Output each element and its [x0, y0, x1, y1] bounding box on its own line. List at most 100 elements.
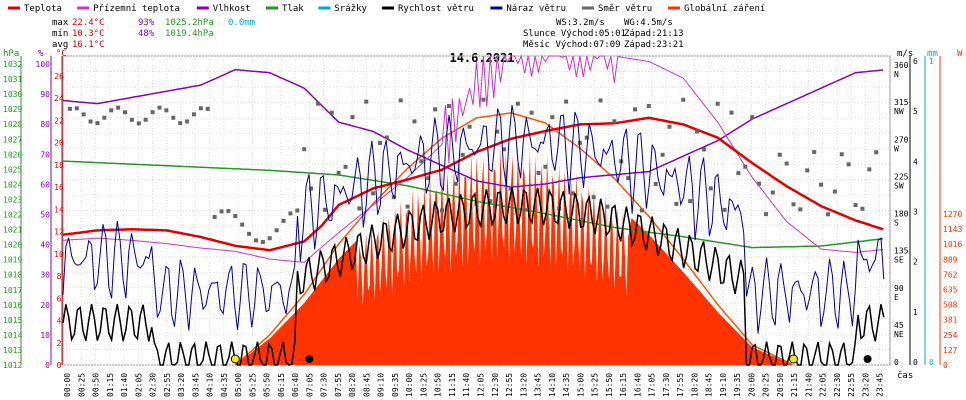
temp-tick: 24	[54, 94, 64, 103]
x-axis-label: čas	[897, 370, 913, 381]
sunrise-marker	[230, 354, 240, 364]
stat-wg: WG:4.5m/s	[624, 18, 673, 28]
wind-dir-point	[336, 170, 341, 175]
wind-dir-point	[288, 211, 293, 216]
x-tick-label: 06:15	[277, 373, 286, 397]
dir-tick-compass: N	[894, 70, 899, 79]
dir-tick: 45	[894, 321, 904, 330]
wind-dir-point	[722, 207, 727, 212]
solar-tick: 254	[943, 331, 958, 340]
wind-dir-point	[701, 147, 706, 152]
legend-item-7: Směr větru	[582, 4, 652, 14]
wind-dir-point	[467, 124, 472, 129]
wind-dir-point	[536, 170, 541, 175]
temp-tick: 6	[57, 294, 62, 303]
wind-dir-point	[440, 208, 445, 213]
stat-ws: WS:3.2m/s	[556, 18, 605, 28]
wind-dir-point	[564, 99, 569, 104]
solar-tick: 127	[943, 346, 958, 355]
stat-sun: Slunce Východ:05:01	[523, 29, 626, 39]
x-tick-label: 14:10	[548, 373, 557, 397]
wind-dir-point	[102, 115, 107, 120]
stat-min-temp: 10.3°C	[72, 29, 105, 39]
wind-dir-point	[688, 199, 693, 204]
solar-axis-label: W	[957, 49, 963, 59]
hpa-tick: 1019	[3, 256, 22, 265]
hpa-tick: 1012	[3, 361, 22, 370]
mm-tick: 1	[929, 57, 934, 66]
legend-item-5: Rychlost větru	[382, 4, 474, 14]
moonrise-marker	[305, 355, 314, 363]
pct-axis-label: %	[38, 49, 44, 59]
wind-dir-point	[364, 99, 369, 104]
wind-dir-point	[329, 110, 334, 115]
wind-dir-point	[653, 181, 658, 186]
wind-dir-point	[191, 112, 196, 117]
hpa-tick: 1031	[3, 75, 22, 84]
wind-dir-point	[260, 240, 265, 245]
x-tick-label: 07:05	[305, 373, 314, 397]
wind-dir-point	[178, 121, 183, 126]
wind-dir-point	[357, 206, 362, 211]
x-tick-label: 02:05	[134, 373, 143, 397]
hpa-tick: 1025	[3, 165, 22, 174]
legend-item-6: Náraz větru	[490, 4, 566, 14]
stat-max-label: max	[52, 18, 69, 28]
wind-dir-point	[860, 206, 865, 211]
x-tick-label: 00:50	[92, 373, 101, 397]
temp-tick: 26	[54, 72, 64, 81]
x-tick-label: 20:00	[747, 373, 756, 397]
hpa-tick: 1016	[3, 301, 22, 310]
x-tick-label: 05:25	[248, 373, 257, 397]
wind-dir-point	[639, 208, 644, 213]
mm-axis-label: mm	[927, 49, 938, 59]
x-tick-label: 22:05	[819, 373, 828, 397]
legend-item-1: Přízemní teplota	[77, 4, 180, 14]
wind-dir-point	[508, 186, 513, 191]
hpa-tick: 1029	[3, 105, 22, 114]
hpa-tick: 1024	[3, 180, 22, 189]
x-tick-label: 21:15	[790, 373, 799, 397]
wind-dir-point	[874, 150, 879, 155]
wind-dir-point	[819, 182, 824, 187]
legend-item-4: Srážky	[318, 4, 367, 14]
wind-dir-point	[267, 236, 272, 241]
wind-dir-point	[116, 105, 121, 110]
hpa-tick: 1028	[3, 120, 22, 129]
wind-dir-point	[88, 119, 93, 124]
x-tick-label: 16:15	[619, 373, 628, 397]
wind-tick: 6	[913, 57, 918, 66]
stat-min-press: 1019.4hPa	[165, 29, 214, 39]
x-tick-label: 22:30	[833, 373, 842, 397]
wind-dir-point	[136, 121, 141, 126]
pct-tick: 60	[40, 180, 50, 189]
legend-item-3: Tlak	[266, 4, 304, 14]
x-tick-label: 04:10	[206, 373, 215, 397]
wind-dir-point	[281, 218, 286, 223]
wind-dir-point	[123, 110, 128, 115]
wind-dir-point	[633, 107, 638, 112]
wind-dir-point	[322, 207, 327, 212]
wind-dir-point	[715, 101, 720, 106]
pct-tick: 80	[40, 120, 50, 129]
wind-dir-point	[253, 238, 258, 243]
x-tick-label: 17:05	[648, 373, 657, 397]
dir-tick-compass: W	[894, 144, 899, 153]
pct-tick: 0	[45, 361, 50, 370]
wind-dir-point	[157, 105, 162, 110]
wind-dir-point	[757, 181, 762, 186]
wind-dir-point	[198, 106, 203, 111]
x-tick-label: 12:05	[477, 373, 486, 397]
legend-item-2: Vlhkost	[196, 4, 251, 14]
mm-tick: 0	[929, 358, 934, 367]
wind-dir-point	[460, 152, 465, 157]
x-tick-label: 23:20	[861, 373, 870, 397]
humidity-line	[62, 68, 884, 188]
pct-tick: 10	[40, 331, 50, 340]
wind-dir-point	[543, 164, 548, 169]
solar-tick: 1270	[943, 210, 962, 219]
wind-dir-point	[481, 97, 486, 102]
wind-dir-point	[515, 101, 520, 106]
wind-dir-point	[143, 117, 148, 122]
